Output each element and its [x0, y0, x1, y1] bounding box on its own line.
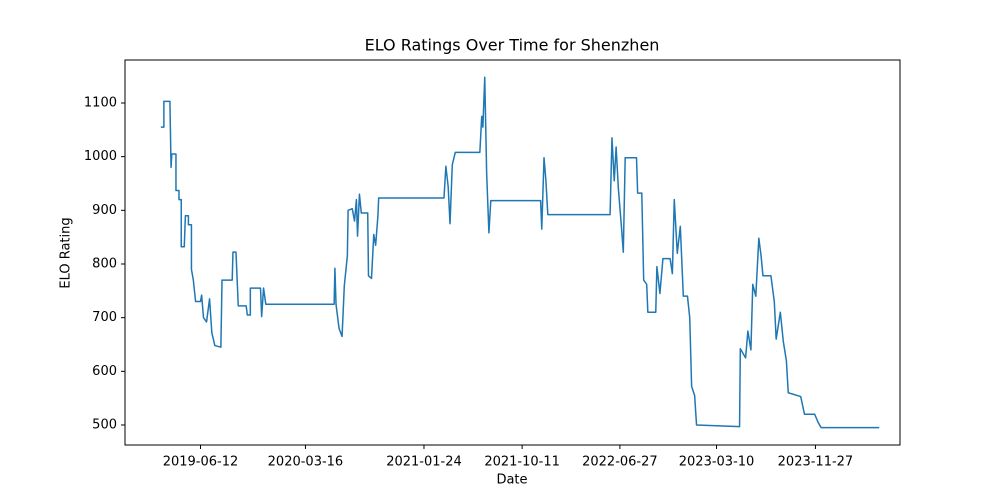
- y-tick-label: 1100: [84, 95, 117, 110]
- x-tick-label: 2021-10-11: [484, 455, 560, 470]
- y-tick-label: 700: [92, 310, 117, 325]
- plot-frame: [124, 59, 901, 446]
- x-tick-label: 2022-06-27: [582, 455, 658, 470]
- y-tick-label: 900: [92, 203, 117, 218]
- x-tick-label: 2021-01-24: [386, 455, 462, 470]
- y-tick-label: 800: [92, 256, 117, 271]
- y-tick-label: 500: [92, 417, 117, 432]
- x-tick-label: 2020-03-16: [268, 455, 344, 470]
- line-series: [160, 76, 880, 429]
- y-tick-label: 1000: [84, 149, 117, 164]
- x-tick-label: 2019-06-12: [163, 455, 239, 470]
- x-axis-label: Date: [496, 473, 527, 488]
- chart-title: ELO Ratings Over Time for Shenzhen: [365, 36, 660, 55]
- x-tick-label: 2023-03-10: [679, 455, 755, 470]
- y-tick-label: 600: [92, 364, 117, 379]
- y-axis-label: ELO Rating: [59, 217, 74, 288]
- x-tick-label: 2023-11-27: [778, 455, 854, 470]
